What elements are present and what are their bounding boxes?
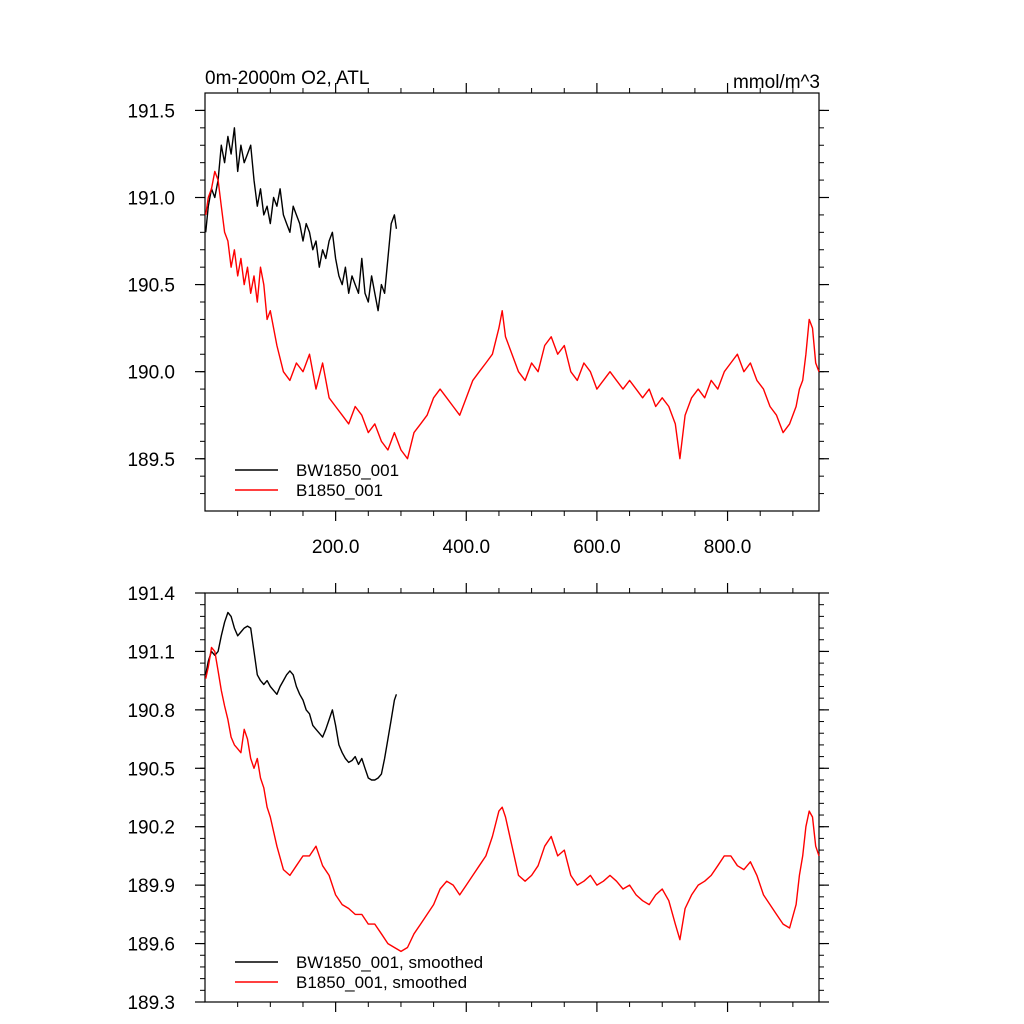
y-tick-label: 191.4 xyxy=(127,584,175,605)
series-line-bw1850-001 xyxy=(205,127,398,312)
series-line-b1850-001-smoothed xyxy=(205,646,820,953)
y-tick-label: 191.0 xyxy=(127,189,175,210)
top-tick-group: 200.0 400.0 600.0 800.0 189.5 190.0 190.5 191.0… xyxy=(127,83,829,558)
legend-label: BW1850_001 xyxy=(296,461,399,480)
legend-label: BW1850_001, smoothed xyxy=(296,953,483,972)
legend-label: B1850_001, smoothed xyxy=(296,973,467,992)
x-tick-label: 400.0 xyxy=(443,537,491,558)
top-panel-title-right: mmol/m^3 xyxy=(733,72,820,93)
top-panel-title-left: 0m-2000m O2, ATL xyxy=(205,68,369,89)
y-tick-label: 189.5 xyxy=(127,450,175,471)
top-panel: 0m-2000m O2, ATL mmol/m^3 200.0 400.0 600.… xyxy=(127,68,829,558)
y-tick-label: 189.6 xyxy=(127,935,175,956)
bottom-series-group xyxy=(205,611,820,953)
bottom-tick-group: 189.3 189.6 189.9 190.2 190.5 190.8 191.1 191.4 xyxy=(127,583,829,1014)
y-tick-label: 189.3 xyxy=(127,993,175,1014)
series-line-b1850-001 xyxy=(205,170,820,460)
y-tick-label: 189.9 xyxy=(127,876,175,897)
y-tick-label: 190.5 xyxy=(127,759,175,780)
y-tick-label: 190.0 xyxy=(127,363,175,384)
x-tick-label: 600.0 xyxy=(573,537,621,558)
y-tick-label: 191.1 xyxy=(127,642,175,663)
y-tick-label: 191.5 xyxy=(127,101,175,122)
x-tick-label: 200.0 xyxy=(312,537,360,558)
y-tick-label: 190.2 xyxy=(127,818,175,839)
bottom-panel: 189.3 189.6 189.9 190.2 190.5 190.8 191.1 191.4… xyxy=(127,583,829,1014)
x-tick-label: 800.0 xyxy=(704,537,752,558)
series-line-bw1850-001-smoothed xyxy=(205,611,398,781)
y-tick-label: 190.8 xyxy=(127,701,175,722)
bottom-plot-frame xyxy=(204,592,820,1003)
y-tick-label: 190.5 xyxy=(127,276,175,297)
legend-label: B1850_001 xyxy=(296,481,383,500)
top-series-group xyxy=(205,127,820,460)
top-plot-frame xyxy=(204,92,820,512)
